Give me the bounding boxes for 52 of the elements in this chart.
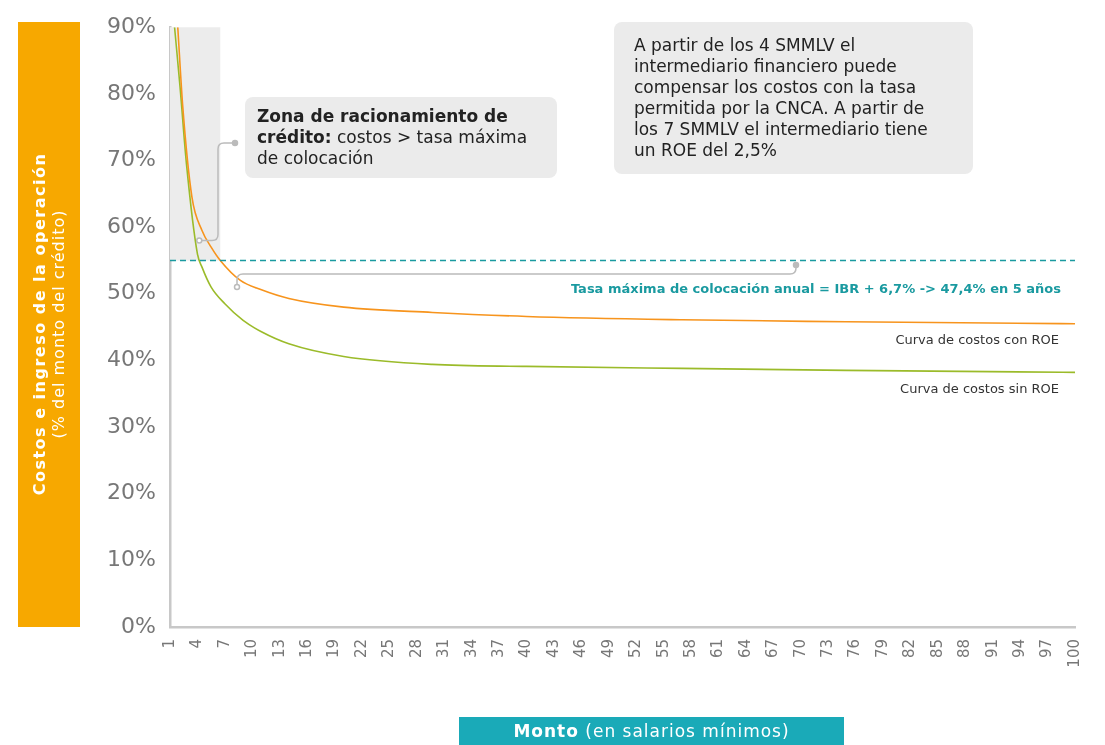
callout-box: Zona de racionamiento de crédito: costos > tasa máxima de colocación [245,97,557,178]
y-tick-label: 30% [107,412,156,438]
x-tick-label: 76 [845,639,864,659]
x-tick-label: 100 [1064,639,1083,668]
y-tick-label: 90% [107,12,156,38]
x-tick-label: 67 [763,639,782,659]
y-axis-title: Costos e ingreso de la operación (% del monto del crédito) [30,152,68,496]
x-tick-label: 97 [1037,639,1056,659]
callout-box: A partir de los 4 SMMLV el intermediario financiero puede compensar los costos con la tasa permitida por la CNCA. A partir de los 7 SMMLV el intermediario tiene un ROE del 2,5% [614,22,973,174]
x-tick-label: 19 [324,639,343,659]
x-tick-label: 91 [982,639,1001,659]
x-tick-label: 49 [598,639,617,659]
y-tick-label: 0% [121,612,156,638]
x-tick-label: 7 [214,639,233,649]
x-tick-label: 82 [900,639,919,659]
x-tick-label: 1 [159,639,178,649]
x-tick-label: 79 [872,639,891,659]
y-tick-label: 70% [107,146,156,172]
x-tick-label: 85 [927,639,946,659]
x-tick-label: 94 [1010,639,1029,659]
x-tick-label: 46 [571,639,590,659]
series-label: Curva de costos con ROE [895,332,1059,348]
x-tick-label: 73 [818,639,837,659]
x-tick-label: 22 [351,639,370,659]
x-tick-label: 64 [735,639,754,659]
x-tick-label: 70 [790,639,809,659]
y-tick-label: 40% [107,346,156,372]
x-tick-label: 31 [434,639,453,659]
x-tick-label: 13 [269,639,288,659]
x-tick-label: 34 [461,639,480,659]
ref-line-label: Tasa máxima de colocación anual = IBR + 6,7% -> 47,4% en 5 años [570,280,1062,296]
y-tick-label: 20% [107,479,156,505]
x-tick-label: 61 [708,639,727,659]
x-tick-label: 16 [297,639,316,659]
series-label: Curva de costos sin ROE [900,380,1059,396]
x-tick-label: 25 [379,639,398,659]
y-tick-label: 50% [107,279,156,305]
annotation: Zona de racionamiento de crédito: costos > tasa máxima de colocación [257,106,528,168]
x-axis-title: Monto (en salarios mínimos) [513,721,790,741]
x-tick-label: 88 [955,639,974,659]
y-tick-label: 60% [107,212,156,238]
x-tick-label: 55 [653,639,672,659]
x-tick-label: 58 [680,639,699,659]
x-tick-label: 37 [488,639,507,659]
x-tick-label: 10 [242,639,261,659]
x-tick-label: 28 [406,639,425,659]
y-tick-label: 80% [107,79,156,105]
y-tick-label: 10% [107,546,156,572]
x-tick-label: 43 [543,639,562,659]
x-tick-label: 4 [187,639,206,649]
x-tick-label: 40 [516,639,535,659]
x-tick-label: 52 [626,639,645,659]
